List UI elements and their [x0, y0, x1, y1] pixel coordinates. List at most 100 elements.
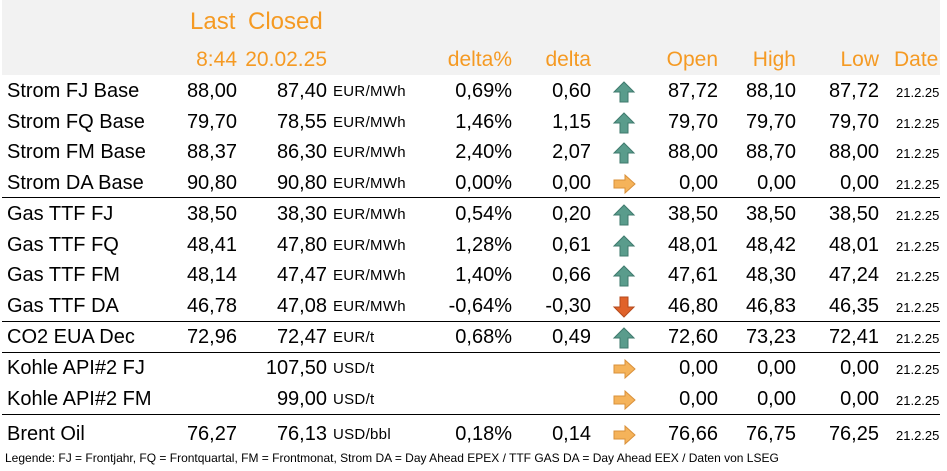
cell-low: 79,70: [828, 111, 879, 133]
cell-date: 21.2.25: [896, 85, 940, 100]
cell-delta-pct: 0,54%: [455, 203, 512, 225]
header-date: Date: [894, 48, 939, 71]
cell-high: 79,70: [745, 111, 796, 133]
cell-unit: USD/t: [333, 360, 375, 377]
up-arrow-icon: [612, 81, 636, 103]
cell-low: 76,25: [828, 423, 879, 445]
cell-low: 48,01: [828, 234, 879, 256]
cell-name: Gas TTF FJ: [7, 203, 114, 225]
cell-unit: EUR/MWh: [333, 206, 406, 223]
cell-last: 46,78: [186, 295, 237, 317]
cell-low: 88,00: [828, 141, 879, 163]
header-last-time: 8:44: [196, 48, 237, 71]
cell-last: 72,96: [186, 326, 237, 348]
header-closed-date: 20.02.25: [245, 48, 327, 71]
cell-delta: 0,00: [552, 172, 591, 194]
cell-unit: EUR/MWh: [333, 175, 406, 192]
right-arrow-icon: [612, 358, 636, 380]
legend-text: Legende: FJ = Frontjahr, FQ = Frontquart…: [5, 451, 779, 465]
down-arrow-icon: [612, 296, 636, 318]
header-high: High: [752, 48, 796, 71]
cell-high: 88,70: [745, 141, 796, 163]
cell-delta-pct: 0,68%: [455, 326, 512, 348]
table-row: Gas TTF DA 46,78 47,08 -0,64% -0,30 46,80 46,8…: [2, 291, 940, 321]
cell-last: 48,41: [186, 234, 237, 256]
cell-delta-pct: 1,40%: [455, 264, 512, 286]
cell-delta-pct: -0,64%: [448, 295, 512, 317]
cell-name: Kohle API#2 FM: [7, 388, 152, 410]
cell-delta: 2,07: [552, 141, 591, 163]
cell-delta-pct: 2,40%: [455, 141, 512, 163]
table-row: Kohle API#2 FJ 107,50 0,00 0,00 0,00 USD/t 21.…: [2, 353, 940, 383]
group-separator: [2, 197, 940, 198]
cell-name: Strom FQ Base: [7, 111, 145, 133]
cell-open: 0,00: [679, 357, 718, 379]
table-row: Strom FJ Base 88,00 87,40 0,69% 0,60 87,72 88,…: [2, 76, 940, 106]
cell-delta-pct: 0,00%: [455, 172, 512, 194]
cell-high: 48,30: [745, 264, 796, 286]
cell-name: Gas TTF FM: [7, 264, 120, 286]
cell-high: 76,75: [745, 423, 796, 445]
cell-closed: 47,80: [276, 234, 327, 256]
cell-open: 46,80: [667, 295, 718, 317]
up-arrow-icon: [612, 327, 636, 349]
cell-high: 73,23: [745, 326, 796, 348]
cell-closed: 86,30: [276, 141, 327, 163]
cell-last: 90,80: [186, 172, 237, 194]
cell-open: 76,66: [667, 423, 718, 445]
cell-name: Brent Oil: [7, 423, 85, 445]
cell-open: 0,00: [679, 172, 718, 194]
cell-open: 72,60: [667, 326, 718, 348]
cell-high: 46,83: [745, 295, 796, 317]
cell-open: 0,00: [679, 388, 718, 410]
cell-last: 48,14: [186, 264, 237, 286]
cell-last: 88,37: [186, 141, 237, 163]
header-last: Last: [190, 8, 236, 35]
group-separator: [2, 352, 940, 353]
header-closed: Closed: [248, 8, 323, 35]
cell-unit: USD/t: [333, 391, 375, 408]
cell-open: 79,70: [667, 111, 718, 133]
cell-name: Strom DA Base: [7, 172, 144, 194]
cell-unit: EUR/MWh: [333, 237, 406, 254]
up-arrow-icon: [612, 142, 636, 164]
cell-date: 21.2.25: [896, 116, 940, 131]
cell-high: 0,00: [757, 357, 796, 379]
cell-low: 87,72: [828, 80, 879, 102]
up-arrow-icon: [612, 204, 636, 226]
cell-closed: 90,80: [276, 172, 327, 194]
cell-last: 76,27: [186, 423, 237, 445]
cell-name: Strom FJ Base: [7, 80, 140, 102]
header-low: Low: [840, 48, 879, 71]
cell-low: 47,24: [828, 264, 879, 286]
cell-closed: 87,40: [276, 80, 327, 102]
header-open: Open: [666, 48, 718, 71]
cell-unit: EUR/MWh: [333, 83, 406, 100]
cell-closed: 47,08: [276, 295, 327, 317]
cell-low: 0,00: [840, 388, 879, 410]
cell-closed: 72,47: [276, 326, 327, 348]
cell-delta-pct: 0,18%: [455, 423, 512, 445]
cell-unit: EUR/MWh: [333, 298, 406, 315]
cell-date: 21.2.25: [896, 177, 940, 192]
cell-unit: EUR/MWh: [333, 144, 406, 161]
cell-unit: EUR/MWh: [333, 114, 406, 131]
cell-delta: 0,66: [552, 264, 591, 286]
cell-delta: 0,61: [552, 234, 591, 256]
up-arrow-icon: [612, 265, 636, 287]
header-delta-pct: delta%: [447, 48, 512, 71]
cell-high: 88,10: [745, 80, 796, 102]
cell-date: 21.2.25: [896, 146, 940, 161]
cell-low: 72,41: [828, 326, 879, 348]
cell-closed: 38,30: [276, 203, 327, 225]
cell-open: 87,72: [667, 80, 718, 102]
cell-high: 0,00: [757, 172, 796, 194]
cell-name: Gas TTF FQ: [7, 234, 119, 256]
right-arrow-icon: [612, 424, 636, 446]
cell-unit: EUR/t: [333, 329, 375, 346]
cell-date: 21.2.25: [896, 393, 940, 408]
group-separator: [2, 321, 940, 322]
cell-last: 88,00: [186, 80, 237, 102]
cell-name: Gas TTF DA: [7, 295, 119, 317]
